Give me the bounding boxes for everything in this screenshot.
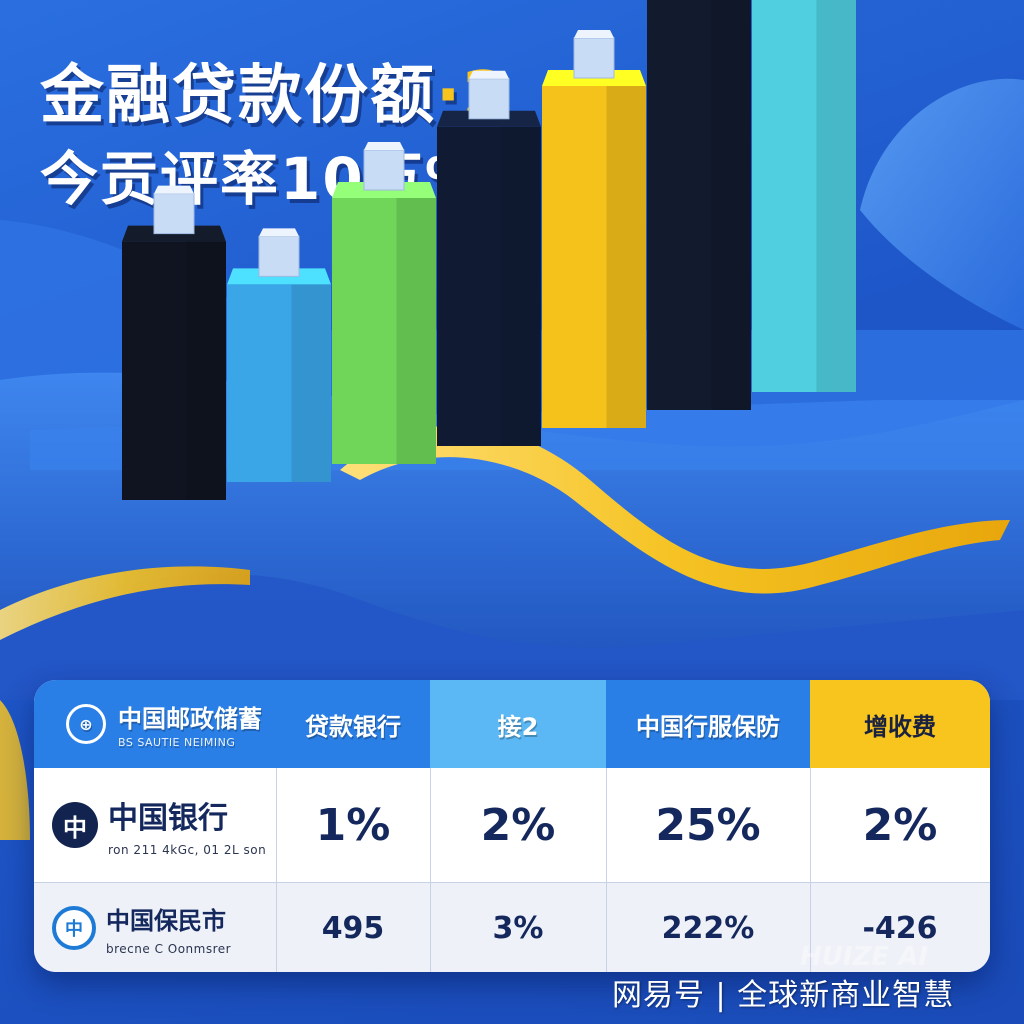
bar-3: [332, 142, 436, 464]
bar-cap-top: [364, 142, 404, 150]
divider: [810, 768, 811, 882]
bar-6: [647, 0, 751, 410]
row-bank-name: 中国银行: [108, 801, 228, 836]
bar-cap-top: [469, 70, 509, 79]
table-cell: 2%: [480, 799, 556, 851]
bar-side-face: [711, 0, 751, 410]
table-header-bank: ⊕ 中国邮政储蓄 BS SAUTIE NEIMING: [34, 680, 308, 768]
bar-side-face: [291, 284, 331, 482]
divider: [430, 883, 431, 972]
table-header-col1: 贷款银行: [276, 680, 430, 768]
bar-cap-top: [154, 185, 194, 194]
bank-logo-icon: 中: [52, 906, 96, 950]
header-bank-name: 中国邮政储蓄: [118, 705, 262, 733]
bar-cap-cube: [573, 37, 615, 79]
bar-5: [542, 30, 646, 428]
watermark: 网易号 | 全球新商业智慧: [612, 978, 955, 1013]
bar-1: [122, 185, 226, 500]
divider: [276, 883, 277, 972]
table-row: 中 中国保民市 brecne C Oonmsrer 495 3% 222% -4…: [34, 882, 990, 972]
bank-logo-icon: ⊕: [66, 704, 106, 744]
comparison-table: ⊕ 中国邮政储蓄 BS SAUTIE NEIMING 贷款银行 接2 中国行服保…: [34, 680, 990, 972]
bar-chart: [122, 0, 856, 500]
header-bank-sub: BS SAUTIE NEIMING: [118, 736, 236, 749]
table-cell: 1%: [315, 799, 391, 851]
bar-7: [752, 0, 856, 393]
row-bank: 中 中国保民市 brecne C Oonmsrer: [52, 883, 231, 972]
bar-side-face: [816, 0, 856, 393]
table-row: 中 中国银行 ron 211 4kGc, 01 2L son 1% 2% 25%…: [34, 768, 990, 882]
row-bank: 中 中国银行 ron 211 4kGc, 01 2L son: [52, 768, 266, 882]
bar-4: [437, 70, 541, 447]
table-cell: 495: [321, 910, 385, 946]
bar-cap-cube: [258, 235, 300, 277]
watermark-ai: HUIZE AI: [800, 942, 929, 972]
table-header-col3: 中国行服保防: [606, 680, 810, 768]
bar-cap-cube: [363, 149, 405, 191]
table-cell: 3%: [492, 910, 544, 946]
bar-side-face: [396, 198, 436, 464]
bar-side-face: [606, 86, 646, 428]
row-bank-sub: ron 211 4kGc, 01 2L son: [108, 843, 267, 857]
title-line1: 金融贷款份额: [40, 59, 436, 133]
row-bank-sub: brecne C Oonmsrer: [106, 941, 232, 956]
table-cell: -426: [862, 910, 938, 946]
bar-side-face: [501, 126, 541, 447]
table-cell: 2%: [862, 799, 938, 851]
divider: [276, 768, 277, 882]
bar-side-face: [186, 241, 226, 500]
bar-cap-cube: [153, 193, 195, 235]
bar-cap-top: [259, 228, 299, 237]
divider: [606, 768, 607, 882]
divider: [606, 883, 607, 972]
divider: [430, 768, 431, 882]
bank-logo-icon: 中: [52, 802, 98, 848]
table-header-col2: 接2: [430, 680, 606, 768]
bar-cap-cube: [468, 78, 510, 120]
bar-cap-top: [574, 30, 614, 38]
row-bank-name: 中国保民市: [106, 906, 226, 935]
table-header-col4: 增收费: [810, 680, 990, 768]
table-cell: 25%: [655, 799, 761, 851]
bar-2: [227, 228, 331, 482]
divider: [810, 883, 811, 972]
table-cell: 222%: [661, 910, 755, 946]
